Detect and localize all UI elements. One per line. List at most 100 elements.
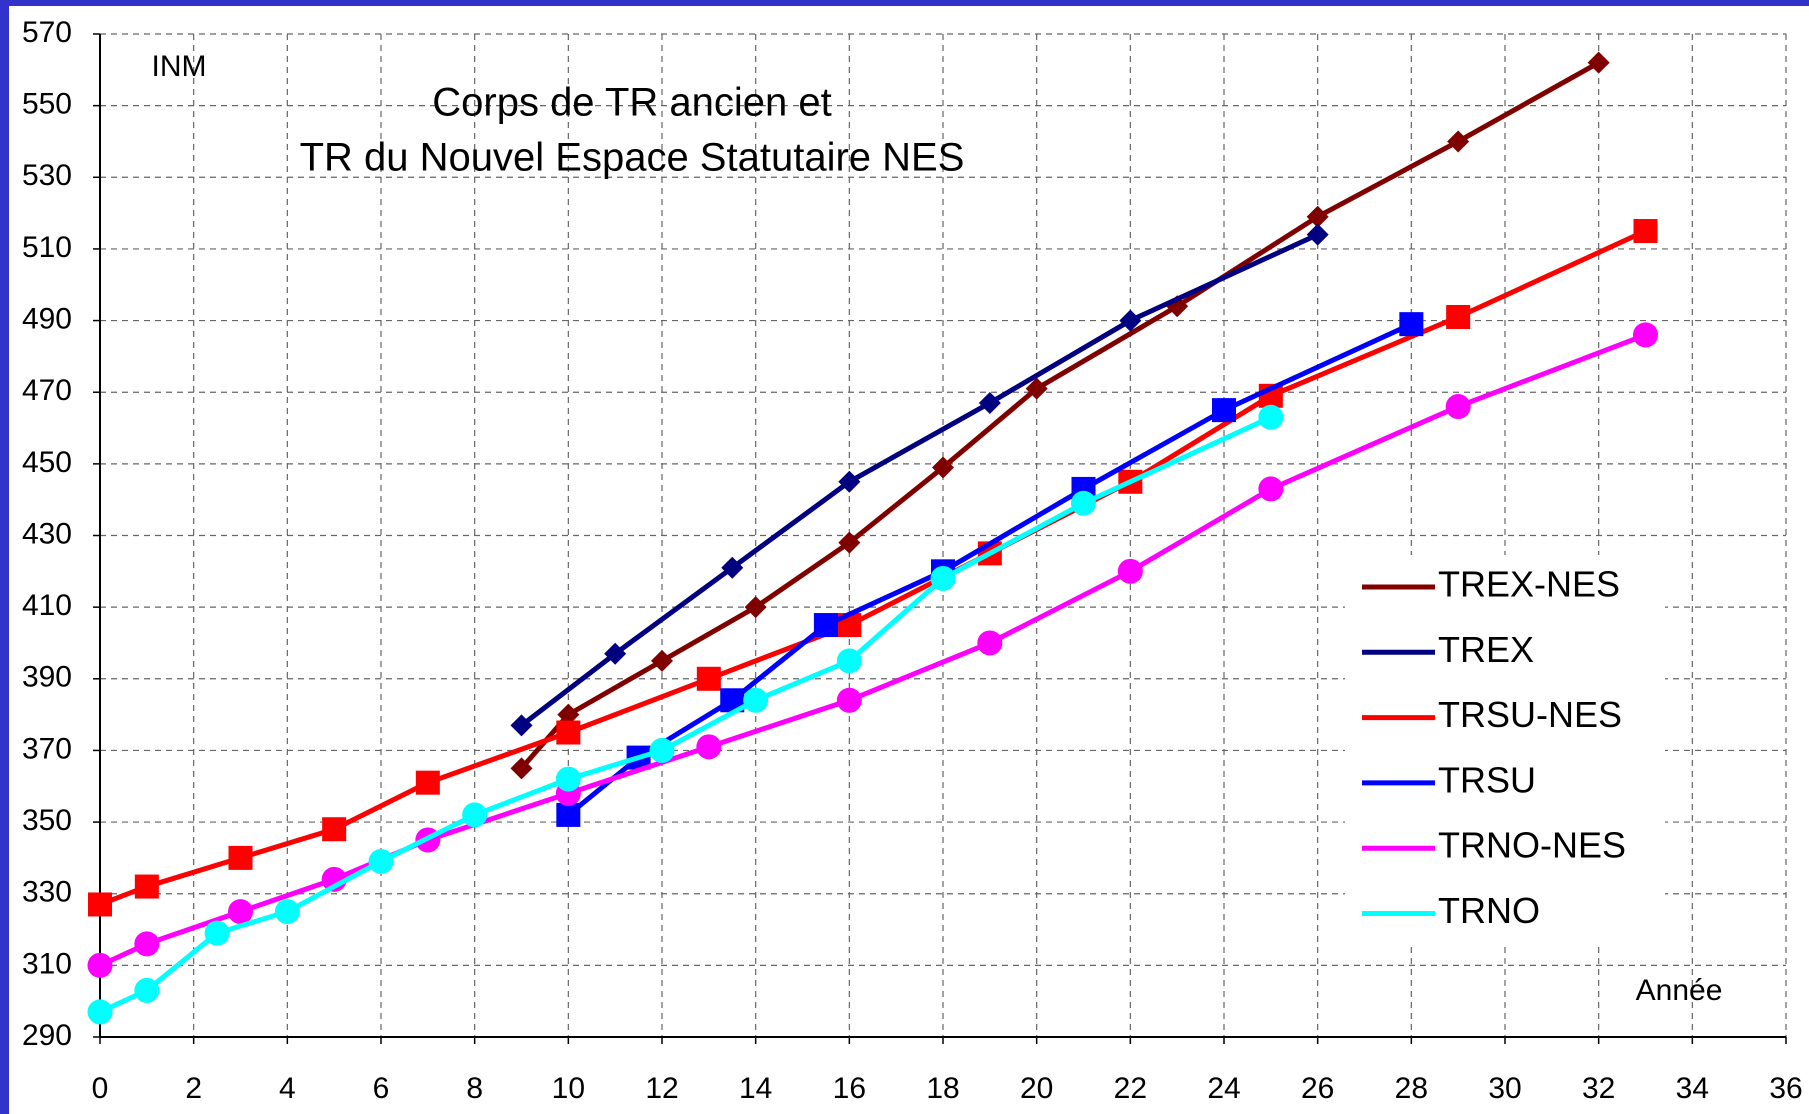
- left-border: [0, 0, 9, 1114]
- marker: [836, 648, 862, 674]
- x-tick-label: 8: [466, 1072, 483, 1105]
- x-tick-label: 24: [1207, 1072, 1240, 1105]
- marker: [838, 470, 861, 493]
- y-tick-label: 450: [22, 446, 72, 479]
- y-tick-label: 550: [22, 88, 72, 121]
- marker: [1587, 51, 1610, 74]
- marker: [228, 899, 253, 925]
- marker: [651, 649, 673, 672]
- legend-box: [1345, 555, 1665, 945]
- marker: [813, 613, 838, 638]
- marker: [932, 456, 954, 479]
- marker: [1119, 309, 1142, 332]
- grid: 2903103303503703904104304504704905105305…: [22, 16, 1803, 1105]
- y-tick-label: 430: [22, 517, 72, 550]
- x-tick-label: 12: [645, 1072, 678, 1105]
- marker: [604, 642, 627, 665]
- x-tick-label: 2: [185, 1072, 202, 1105]
- marker: [87, 999, 113, 1025]
- x-tick-label: 10: [552, 1072, 585, 1105]
- marker: [978, 391, 1001, 414]
- marker: [1447, 130, 1470, 153]
- y-tick-label: 570: [22, 16, 72, 49]
- marker: [88, 892, 112, 917]
- top-border: [0, 0, 1809, 6]
- y-tick-label: 310: [22, 947, 72, 980]
- marker: [1445, 394, 1471, 420]
- y-tick-label: 510: [22, 231, 72, 264]
- x-tick-label: 16: [833, 1072, 866, 1105]
- marker: [1633, 219, 1658, 244]
- marker: [1117, 558, 1143, 584]
- marker: [696, 666, 721, 691]
- marker: [744, 596, 767, 619]
- marker: [1306, 205, 1329, 228]
- x-tick-label: 22: [1114, 1072, 1147, 1105]
- marker: [204, 920, 230, 946]
- y-tick-label: 290: [22, 1019, 72, 1052]
- marker: [1399, 312, 1424, 337]
- marker: [510, 757, 533, 780]
- legend: TREX-NES TREX TRSU-NES TRSU TRNO-NES TRNO: [1345, 555, 1665, 945]
- marker: [649, 737, 675, 763]
- marker: [134, 977, 160, 1003]
- legend-label: TRSU-NES: [1438, 694, 1622, 735]
- x-tick-label: 18: [926, 1072, 959, 1105]
- y-tick-label: 530: [22, 159, 72, 192]
- x-tick-label: 0: [92, 1072, 109, 1105]
- marker: [322, 817, 347, 842]
- marker: [87, 952, 113, 978]
- marker: [1212, 398, 1236, 423]
- y-tick-label: 410: [22, 589, 72, 622]
- marker: [1258, 404, 1284, 430]
- marker: [134, 874, 159, 899]
- marker: [1306, 223, 1329, 246]
- marker: [510, 714, 533, 737]
- legend-label: TRNO-NES: [1438, 825, 1626, 866]
- x-tick-label: 36: [1769, 1072, 1802, 1105]
- marker: [838, 531, 861, 554]
- marker: [930, 565, 956, 591]
- legend-label: TREX-NES: [1438, 564, 1620, 605]
- marker: [228, 845, 253, 870]
- marker: [555, 766, 581, 792]
- series-group: [87, 51, 1658, 1025]
- y-tick-label: 370: [22, 732, 72, 765]
- y-tick-label: 330: [22, 876, 72, 909]
- marker: [557, 703, 580, 726]
- marker: [696, 734, 722, 760]
- x-tick-label: 32: [1582, 1072, 1615, 1105]
- y-tick-label: 390: [22, 661, 72, 694]
- y-tick-label: 490: [22, 302, 72, 335]
- marker: [1071, 490, 1096, 516]
- marker: [977, 630, 1003, 656]
- chart-title: Corps de TR ancien et: [432, 81, 831, 125]
- x-tick-label: 26: [1301, 1072, 1334, 1105]
- marker: [1258, 476, 1284, 502]
- marker: [836, 687, 862, 713]
- x-axis-label: Année: [1636, 974, 1723, 1007]
- legend-label: TRNO: [1438, 890, 1540, 931]
- marker: [1025, 377, 1048, 400]
- marker: [134, 931, 160, 957]
- marker: [721, 556, 744, 579]
- marker: [743, 687, 769, 713]
- marker: [274, 899, 300, 925]
- x-tick-label: 20: [1020, 1072, 1053, 1105]
- marker: [1446, 304, 1471, 329]
- x-tick-label: 14: [739, 1072, 772, 1105]
- marker: [1633, 322, 1658, 348]
- marker: [556, 802, 581, 827]
- legend-label: TRSU: [1438, 759, 1536, 800]
- x-tick-label: 30: [1488, 1072, 1521, 1105]
- chart-title: TR du Nouvel Espace Statutaire NES: [300, 136, 965, 180]
- y-axis-label: INM: [152, 50, 207, 83]
- marker: [415, 770, 440, 795]
- x-tick-label: 34: [1676, 1072, 1709, 1105]
- marker: [462, 802, 488, 828]
- legend-label: TREX: [1438, 629, 1534, 670]
- x-tick-label: 4: [279, 1072, 296, 1105]
- x-tick-label: 6: [373, 1072, 390, 1105]
